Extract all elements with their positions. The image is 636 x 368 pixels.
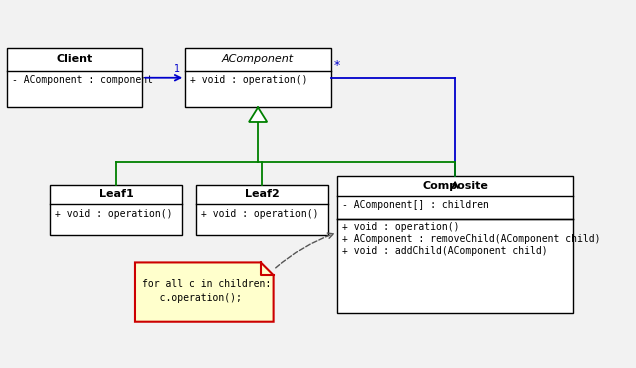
- Bar: [50, 185, 183, 235]
- Text: Composite: Composite: [422, 181, 488, 191]
- Bar: [338, 176, 573, 312]
- Text: 1: 1: [174, 64, 181, 74]
- Text: - AComponent : component: - AComponent : component: [12, 75, 153, 85]
- Text: + void : operation(): + void : operation(): [190, 75, 307, 85]
- Text: AComponent: AComponent: [222, 54, 294, 64]
- Text: + void : operation(): + void : operation(): [55, 209, 172, 219]
- Text: Client: Client: [57, 54, 93, 64]
- Text: *: *: [334, 59, 340, 72]
- Text: + AComponent : removeChild(AComponent child): + AComponent : removeChild(AComponent ch…: [342, 234, 600, 244]
- Text: Leaf2: Leaf2: [245, 190, 280, 199]
- Text: + void : operation(): + void : operation(): [200, 209, 318, 219]
- Bar: [185, 48, 331, 107]
- Text: + void : operation(): + void : operation(): [342, 222, 460, 232]
- Text: - AComponent[] : children: - AComponent[] : children: [342, 199, 489, 209]
- Text: c.operation();: c.operation();: [142, 293, 242, 304]
- Bar: [196, 185, 328, 235]
- Text: + void : addChild(AComponent child): + void : addChild(AComponent child): [342, 246, 548, 256]
- Text: for all c in children:: for all c in children:: [142, 279, 272, 289]
- Text: Leaf1: Leaf1: [99, 190, 134, 199]
- Polygon shape: [135, 262, 273, 322]
- Bar: [7, 48, 142, 107]
- Polygon shape: [249, 107, 267, 122]
